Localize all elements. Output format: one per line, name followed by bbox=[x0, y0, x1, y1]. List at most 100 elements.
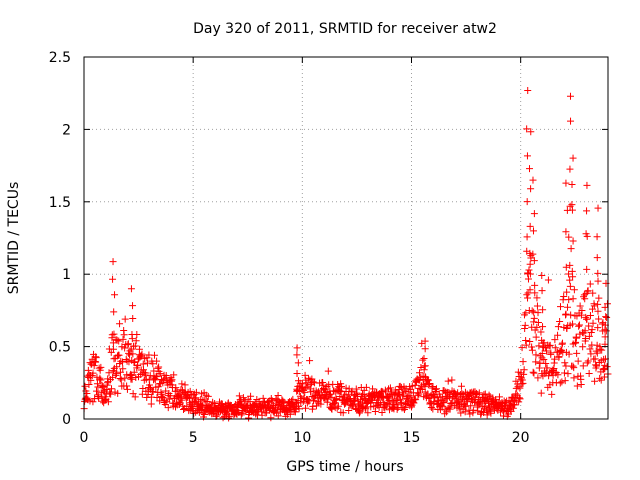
data-point bbox=[469, 406, 477, 414]
data-point bbox=[309, 378, 317, 386]
y-tick-label: 0.5 bbox=[49, 340, 71, 356]
data-point bbox=[566, 165, 574, 173]
data-point bbox=[415, 369, 423, 377]
data-point bbox=[530, 257, 538, 265]
data-point bbox=[393, 405, 401, 413]
data-point bbox=[572, 338, 580, 346]
data-point bbox=[412, 396, 420, 404]
data-point bbox=[542, 360, 550, 368]
data-point bbox=[87, 376, 95, 384]
data-point bbox=[446, 405, 454, 413]
data-point bbox=[294, 359, 302, 367]
data-point bbox=[324, 367, 332, 375]
data-point bbox=[526, 260, 534, 268]
data-point bbox=[286, 410, 294, 418]
data-point bbox=[308, 375, 316, 383]
data-point bbox=[96, 366, 104, 374]
data-point bbox=[533, 323, 541, 331]
data-point bbox=[225, 414, 233, 422]
data-point bbox=[149, 388, 157, 396]
data-point bbox=[235, 392, 243, 400]
data-point bbox=[532, 358, 540, 366]
data-point bbox=[579, 343, 587, 351]
data-point bbox=[118, 358, 126, 366]
data-point bbox=[85, 380, 93, 388]
data-point bbox=[596, 374, 604, 382]
data-point bbox=[247, 392, 255, 400]
data-point bbox=[565, 296, 573, 304]
data-point bbox=[528, 307, 536, 315]
data-point bbox=[130, 368, 138, 376]
data-point bbox=[150, 351, 158, 359]
data-point bbox=[590, 302, 598, 310]
data-point bbox=[109, 345, 117, 353]
data-point bbox=[570, 364, 578, 372]
data-point bbox=[164, 404, 172, 412]
data-point bbox=[119, 335, 127, 343]
y-tick-label: 1.5 bbox=[49, 195, 71, 211]
data-point bbox=[545, 342, 553, 350]
data-point bbox=[121, 315, 129, 323]
data-point bbox=[481, 403, 489, 411]
data-point bbox=[526, 222, 534, 230]
data-point bbox=[361, 404, 369, 412]
data-point bbox=[158, 390, 166, 398]
data-point bbox=[411, 381, 419, 389]
data-point bbox=[239, 394, 247, 402]
data-point bbox=[117, 357, 125, 365]
data-point bbox=[302, 404, 310, 412]
data-point bbox=[554, 331, 562, 339]
data-point bbox=[554, 323, 562, 331]
data-point bbox=[527, 185, 535, 193]
data-point bbox=[89, 369, 97, 377]
data-point bbox=[593, 233, 601, 241]
data-point bbox=[279, 397, 287, 405]
data-point bbox=[588, 326, 596, 334]
data-point bbox=[332, 395, 340, 403]
data-point bbox=[364, 409, 372, 417]
data-point bbox=[131, 342, 139, 350]
data-point bbox=[599, 366, 607, 374]
data-point bbox=[575, 322, 583, 330]
data-point bbox=[532, 351, 540, 359]
data-point bbox=[594, 277, 602, 285]
data-point bbox=[562, 179, 570, 187]
data-point bbox=[135, 345, 143, 353]
data-point bbox=[583, 359, 591, 367]
data-point bbox=[293, 385, 301, 393]
data-point bbox=[593, 254, 601, 262]
data-point bbox=[533, 294, 541, 302]
data-point bbox=[529, 250, 537, 258]
data-point bbox=[307, 388, 315, 396]
data-point bbox=[393, 395, 401, 403]
data-point bbox=[529, 368, 537, 376]
data-point bbox=[524, 275, 532, 283]
data-point bbox=[603, 300, 611, 308]
data-point bbox=[526, 338, 534, 346]
data-point bbox=[126, 347, 134, 355]
data-point bbox=[304, 374, 312, 382]
data-point bbox=[99, 383, 107, 391]
data-point bbox=[352, 385, 360, 393]
data-point bbox=[576, 302, 584, 310]
x-tick-label: 15 bbox=[403, 430, 421, 446]
data-point bbox=[567, 117, 575, 125]
data-point bbox=[416, 385, 424, 393]
data-point bbox=[170, 371, 178, 379]
data-point bbox=[144, 359, 152, 367]
data-point bbox=[294, 377, 302, 385]
data-point bbox=[410, 399, 418, 407]
data-point bbox=[92, 354, 100, 362]
data-point bbox=[338, 382, 346, 390]
data-point bbox=[433, 385, 441, 393]
data-point bbox=[518, 376, 526, 384]
data-point bbox=[543, 364, 551, 372]
y-tick-label: 0 bbox=[62, 412, 71, 428]
data-point bbox=[558, 378, 566, 386]
data-point bbox=[211, 400, 219, 408]
data-point bbox=[309, 402, 317, 410]
data-point bbox=[530, 308, 538, 316]
data-point bbox=[587, 329, 595, 337]
data-point bbox=[530, 314, 538, 322]
data-point bbox=[427, 404, 435, 412]
